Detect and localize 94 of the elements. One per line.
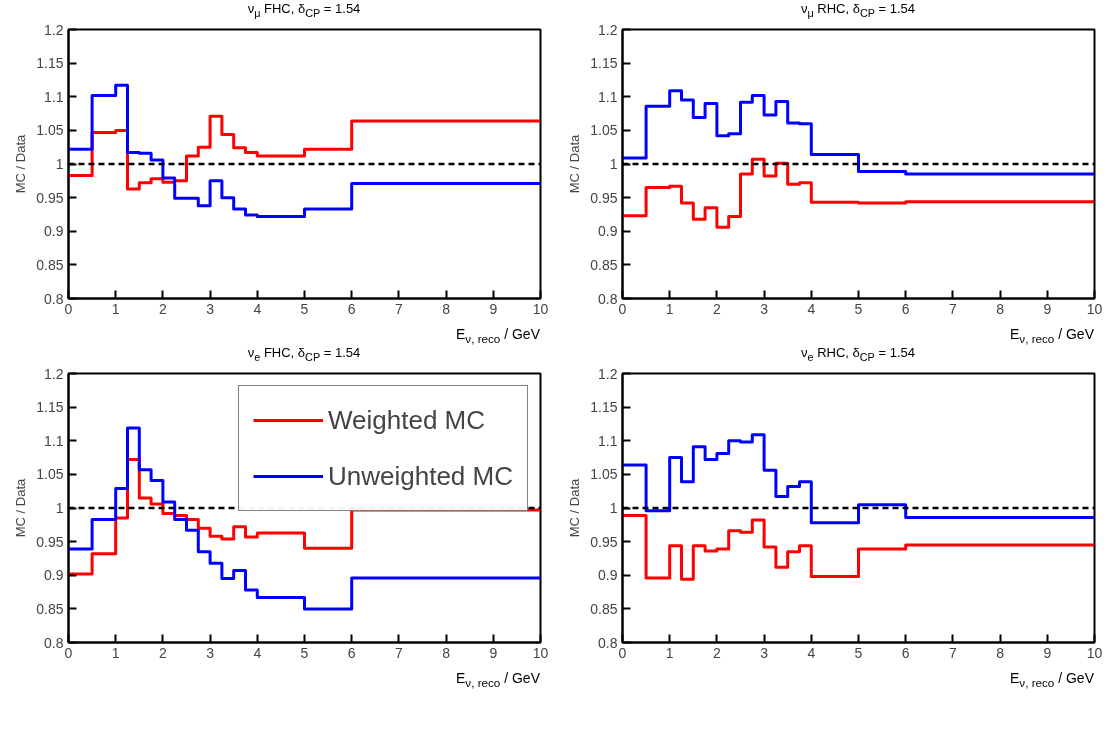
y-tick-label: 1.1	[44, 88, 64, 105]
x-tick-label: 3	[206, 644, 215, 661]
y-tick-label: 0.85	[36, 256, 64, 273]
x-tick-label: 5	[854, 300, 863, 317]
chart-title: ν$_{μ}$ RHC, δ$_{CP}$ = 1.54	[800, 0, 916, 21]
y-tick-label: 0.8	[598, 290, 618, 307]
y-tick-label: 0.9	[598, 223, 618, 240]
y-tick-label: 1.05	[36, 122, 64, 139]
x-tick-label: 0	[64, 644, 73, 661]
y-tick-label: 1	[609, 500, 618, 516]
x-tick-label: 8	[442, 644, 451, 661]
x-tick-label: 2	[713, 300, 722, 317]
x-tick-label: 4	[253, 644, 262, 661]
x-tick-label: 0	[64, 300, 73, 317]
x-tick-label: 1	[665, 644, 674, 661]
y-tick-label: 1.2	[44, 365, 64, 382]
x-tick-label: 6	[347, 644, 356, 661]
x-tick-label: 6	[347, 300, 356, 317]
y-tick-label: 0.9	[598, 567, 618, 584]
x-tick-label: 0	[618, 300, 627, 317]
x-tick-label: 2	[159, 644, 168, 661]
y-axis-title: MC / Data	[567, 133, 583, 194]
y-tick-label: 0.8	[44, 634, 64, 651]
y-tick-label: 1.2	[598, 21, 618, 38]
x-tick-label: 7	[949, 300, 958, 317]
y-tick-label: 0.95	[36, 189, 64, 206]
y-tick-label: 1.2	[598, 365, 618, 382]
y-tick-label: 1.15	[590, 55, 618, 72]
chart-title: ν$_{e}$ RHC, δ$_{CP}$ = 1.54	[801, 344, 915, 365]
x-tick-label: 5	[300, 644, 309, 661]
x-tick-label: 5	[854, 644, 863, 661]
x-tick-label: 5	[300, 300, 309, 317]
legend-label: Weighted MC	[328, 403, 486, 437]
y-tick-label: 1.15	[36, 399, 64, 416]
y-tick-label: 1	[55, 156, 64, 172]
x-tick-label: 6	[901, 300, 910, 317]
x-axis-title: E$_{ν, reco}$ / GeV	[455, 325, 540, 347]
x-tick-label: 10	[1086, 644, 1103, 661]
y-axis-title: MC / Data	[13, 133, 29, 194]
y-axis-title: MC / Data	[567, 477, 583, 538]
y-tick-label: 1.15	[36, 55, 64, 72]
x-tick-label: 10	[1086, 300, 1103, 317]
x-axis-title: E$_{ν, reco}$ / GeV	[1009, 669, 1094, 691]
y-tick-label: 1.05	[590, 466, 618, 483]
x-tick-label: 3	[760, 644, 769, 661]
y-tick-label: 1.1	[44, 432, 64, 449]
y-tick-label: 0.8	[598, 634, 618, 651]
x-tick-label: 1	[665, 300, 674, 317]
chart-title: ν$_{e}$ FHC, δ$_{CP}$ = 1.54	[247, 344, 361, 365]
y-tick-label: 0.95	[590, 533, 618, 550]
y-tick-label: 0.85	[590, 600, 618, 617]
x-tick-label: 9	[1043, 300, 1052, 317]
x-tick-label: 9	[489, 300, 498, 317]
y-tick-label: 1.05	[590, 122, 618, 139]
x-tick-label: 8	[442, 300, 451, 317]
legend-label: Unweighted MC	[328, 459, 513, 493]
x-tick-label: 2	[159, 300, 168, 317]
y-tick-label: 0.9	[44, 223, 64, 240]
y-tick-label: 1.1	[598, 432, 618, 449]
y-tick-label: 1	[609, 156, 618, 172]
y-tick-label: 0.8	[44, 290, 64, 307]
x-tick-label: 4	[253, 300, 262, 317]
y-tick-label: 0.95	[36, 533, 64, 550]
x-tick-label: 1	[111, 300, 120, 317]
y-tick-label: 1.2	[44, 21, 64, 38]
x-tick-label: 2	[713, 644, 722, 661]
x-tick-label: 7	[949, 644, 958, 661]
chart-title: ν$_{μ}$ FHC, δ$_{CP}$ = 1.54	[247, 0, 361, 21]
y-tick-label: 0.85	[590, 256, 618, 273]
x-tick-label: 1	[111, 644, 120, 661]
x-tick-label: 10	[532, 300, 549, 317]
x-axis-title: E$_{ν, reco}$ / GeV	[455, 669, 540, 691]
y-tick-label: 0.85	[36, 600, 64, 617]
x-tick-label: 9	[489, 644, 498, 661]
x-axis-title: E$_{ν, reco}$ / GeV	[1009, 325, 1094, 347]
y-tick-label: 1.05	[36, 466, 64, 483]
x-tick-label: 3	[206, 300, 215, 317]
x-tick-label: 7	[395, 300, 404, 317]
x-tick-label: 8	[996, 300, 1005, 317]
y-tick-label: 1	[55, 500, 64, 516]
x-tick-label: 9	[1043, 644, 1052, 661]
x-tick-label: 8	[996, 644, 1005, 661]
x-tick-label: 4	[807, 300, 816, 317]
x-tick-label: 0	[618, 644, 627, 661]
y-tick-label: 1.1	[598, 88, 618, 105]
x-tick-label: 10	[532, 644, 549, 661]
x-tick-label: 4	[807, 644, 816, 661]
x-tick-label: 7	[395, 644, 404, 661]
y-tick-label: 0.95	[590, 189, 618, 206]
y-tick-label: 0.9	[44, 567, 64, 584]
x-tick-label: 3	[760, 300, 769, 317]
x-tick-label: 6	[901, 644, 910, 661]
y-tick-label: 1.15	[590, 399, 618, 416]
y-axis-title: MC / Data	[13, 477, 29, 538]
